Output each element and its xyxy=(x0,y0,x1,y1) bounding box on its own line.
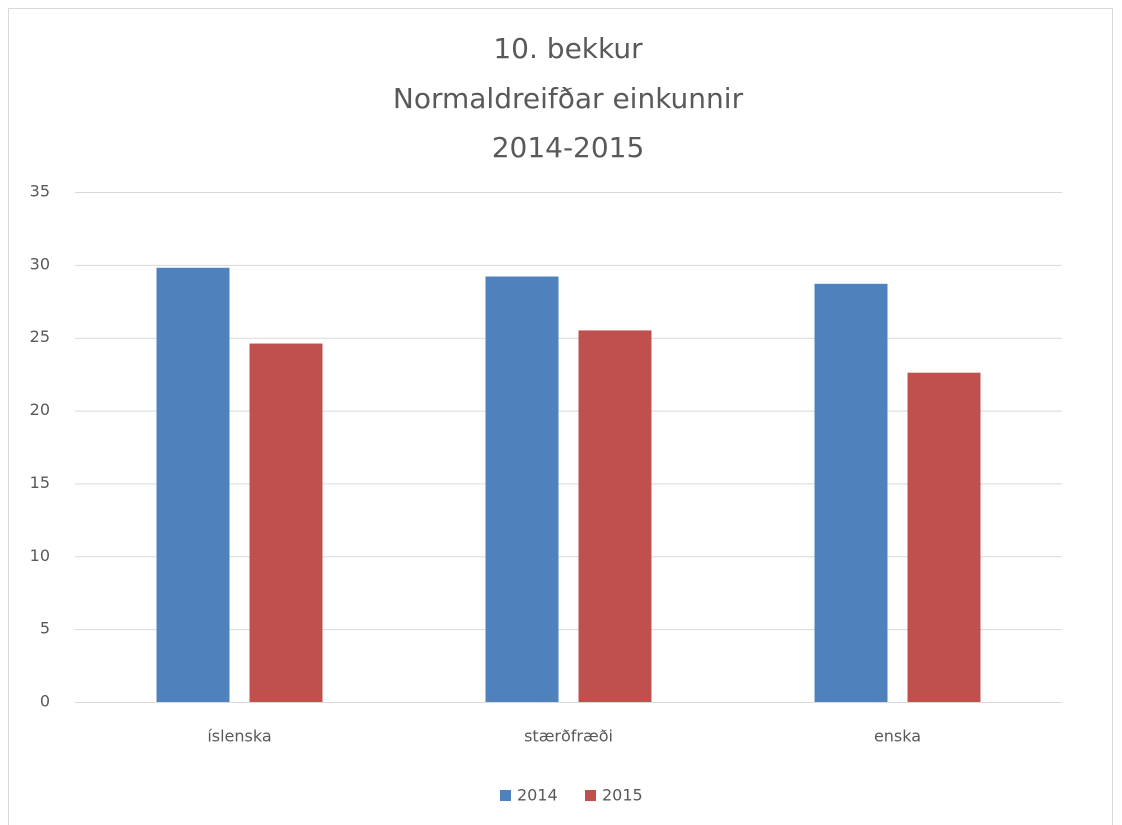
y-tick-label: 30 xyxy=(30,254,50,273)
x-tick-label: enska xyxy=(874,727,921,746)
x-tick-label: íslenska xyxy=(207,727,271,746)
y-tick-label: 0 xyxy=(40,692,50,711)
y-tick-label: 5 xyxy=(40,619,50,638)
bar xyxy=(907,372,981,702)
y-tick-label: 35 xyxy=(30,182,50,201)
y-tick-label: 25 xyxy=(30,327,50,346)
y-tick-label: 20 xyxy=(30,400,50,419)
legend-label: 2015 xyxy=(602,786,643,805)
legend-label: 2014 xyxy=(517,786,558,805)
y-tick-label: 15 xyxy=(30,473,50,492)
bar xyxy=(156,267,230,702)
y-tick-label: 10 xyxy=(30,546,50,565)
legend-swatch xyxy=(585,790,596,801)
chart-title: 10. bekkur xyxy=(493,32,643,65)
chart-title: Normaldreifðar einkunnir xyxy=(393,82,744,115)
bar xyxy=(578,330,652,702)
bar xyxy=(485,276,559,702)
x-tick-label: stærðfræði xyxy=(524,727,613,746)
bar xyxy=(814,283,888,702)
legend-swatch xyxy=(500,790,511,801)
bar xyxy=(249,343,323,702)
chart-title: 2014-2015 xyxy=(492,131,645,164)
